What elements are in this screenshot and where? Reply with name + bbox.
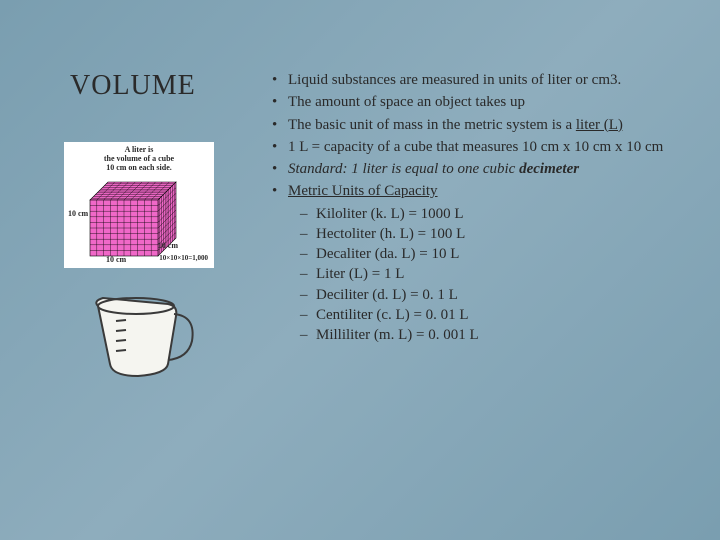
bullet-bold: decimeter: [519, 161, 579, 177]
cup-svg: [78, 286, 198, 386]
bullet-item: Liquid substances are measured in units …: [270, 70, 680, 90]
content-column: Liquid substances are measured in units …: [260, 70, 680, 500]
cube-figure: A liter is the volume of a cube 10 cm on…: [64, 142, 214, 268]
cube-caption-line: 10 cm on each side.: [106, 163, 172, 172]
left-column: VOLUME A liter is the volume of a cube 1…: [40, 70, 260, 500]
bullet-item: Metric Units of Capacity Kiloliter (k. L)…: [270, 181, 680, 345]
bullet-text: Standard: 1 liter is equal to one cubic: [288, 161, 519, 177]
page-title: VOLUME: [70, 70, 260, 102]
sub-item: Centiliter (c. L) = 0. 01 L: [288, 305, 680, 325]
cube-label-left: 10 cm: [68, 209, 88, 218]
bullet-underline: liter (L): [576, 117, 623, 133]
bullet-underline: Metric Units of Capacity: [288, 183, 438, 199]
cube-diagram: 10 cm 10 cm 10 cm 10×10×10=1,000: [68, 174, 210, 264]
sub-item: Kiloliter (k. L) = 1000 L: [288, 204, 680, 224]
bullet-item: Standard: 1 liter is equal to one cubic …: [270, 159, 680, 179]
bullet-list: Liquid substances are measured in units …: [270, 70, 680, 345]
cube-label-right: 10 cm: [158, 241, 178, 250]
cube-caption: A liter is the volume of a cube 10 cm on…: [68, 146, 210, 172]
bullet-text: Liquid substances are measured in units …: [288, 72, 621, 88]
bullet-item: The amount of space an object takes up: [270, 92, 680, 112]
sub-list: Kiloliter (k. L) = 1000 LHectoliter (h. …: [288, 204, 680, 346]
bullet-text: 1 L = capacity of a cube that measures 1…: [288, 139, 663, 155]
measuring-cup-figure: [78, 286, 198, 391]
bullet-item: 1 L = capacity of a cube that measures 1…: [270, 137, 680, 157]
cube-svg: [68, 174, 218, 264]
sub-item: Milliliter (m. L) = 0. 001 L: [288, 325, 680, 345]
sub-item: Hectoliter (h. L) = 100 L: [288, 224, 680, 244]
bullet-item: The basic unit of mass in the metric sys…: [270, 115, 680, 135]
bullet-text: The amount of space an object takes up: [288, 94, 525, 110]
cube-caption-line: A liter is: [125, 145, 154, 154]
cube-label-bottom: 10 cm: [106, 255, 126, 264]
slide: VOLUME A liter is the volume of a cube 1…: [0, 0, 720, 540]
bullet-text: The basic unit of mass in the metric sys…: [288, 117, 576, 133]
cube-caption-line: the volume of a cube: [104, 154, 174, 163]
sub-item: Liter (L) = 1 L: [288, 264, 680, 284]
cube-math: 10×10×10=1,000: [159, 254, 208, 262]
sub-item: Decaliter (da. L) = 10 L: [288, 244, 680, 264]
sub-item: Deciliter (d. L) = 0. 1 L: [288, 285, 680, 305]
